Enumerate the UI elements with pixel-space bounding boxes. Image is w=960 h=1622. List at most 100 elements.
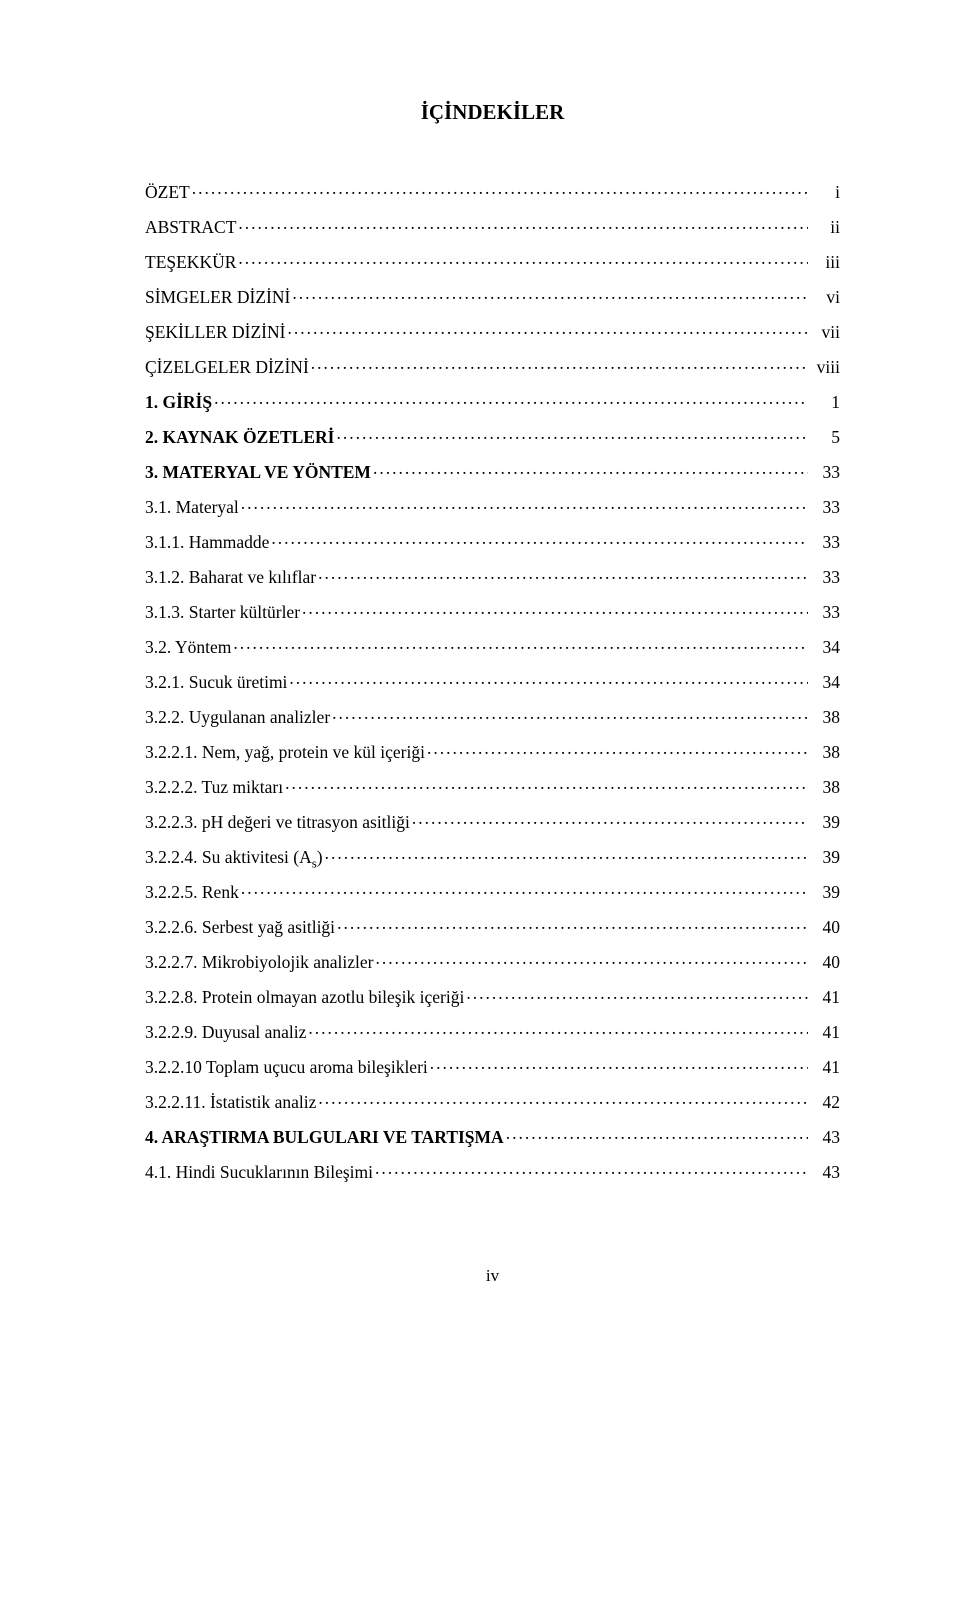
toc-entry-page: 1 [810,394,840,412]
toc-entry-label: 3.2.2.10 Toplam uçucu aroma bileşikleri [145,1059,428,1077]
toc-entry-page: 41 [810,1024,840,1042]
toc-row: 2. KAYNAK ÖZETLERİ5 [145,425,840,446]
toc-row: 3.2.2.1. Nem, yağ, protein ve kül içeriğ… [145,740,840,761]
toc-entry-page: 33 [810,464,840,482]
toc-entry-page: i [810,184,840,202]
toc-row: 3.2.2.7. Mikrobiyolojik analizler 40 [145,950,840,971]
toc-entry-label: 3.2.2.7. Mikrobiyolojik analizler [145,954,373,972]
toc-entry-page: 38 [810,709,840,727]
toc-entry-label: 3.2.2.5. Renk [145,884,239,902]
toc-row: 3.1.2. Baharat ve kılıflar33 [145,565,840,586]
toc-row: ŞEKİLLER DİZİNİvii [145,320,840,341]
toc-row: 3.2.2.2. Tuz miktarı38 [145,775,840,796]
toc-row: 4.1. Hindi Sucuklarının Bileşimi 43 [145,1160,840,1181]
toc-entry-label: ÇİZELGELER DİZİNİ [145,359,309,377]
toc-row: 1. GİRİŞ 1 [145,390,840,411]
toc-entry-page: viii [810,359,840,377]
toc-entry-page: 42 [810,1094,840,1112]
toc-leader-dots [271,530,808,548]
toc-leader-dots [192,180,808,198]
toc-entry-label: 3.1.3. Starter kültürler [145,604,300,622]
toc-row: 4. ARAŞTIRMA BULGULARI VE TARTIŞMA 43 [145,1125,840,1146]
toc-leader-dots [285,775,808,793]
toc-leader-dots [214,390,808,408]
toc-row: ÇİZELGELER DİZİNİ viii [145,355,840,376]
toc-leader-dots [430,1055,808,1073]
toc-leader-dots [332,705,808,723]
toc-row: 3.1.3. Starter kültürler 33 [145,600,840,621]
toc-leader-dots [375,950,808,968]
toc-entry-page: 43 [810,1129,840,1147]
toc-entry-page: 33 [810,604,840,622]
toc-leader-dots [241,880,808,898]
toc-leader-dots [336,425,808,443]
toc-leader-dots [318,1090,808,1108]
toc-entry-label: 4.1. Hindi Sucuklarının Bileşimi [145,1164,373,1182]
toc-entry-label: 3.2.2.3. pH değeri ve titrasyon asitliği [145,814,410,832]
page-title: İÇİNDEKİLER [145,100,840,125]
toc-row: 3.2. Yöntem 34 [145,635,840,656]
toc-entry-label: ÖZET [145,184,190,202]
toc-leader-dots [308,1020,808,1038]
toc-leader-dots [238,215,808,233]
toc-entry-label: SİMGELER DİZİNİ [145,289,290,307]
toc-leader-dots [241,495,808,513]
toc-leader-dots [466,985,808,1003]
toc-row: 3.2.1. Sucuk üretimi 34 [145,670,840,691]
toc-entry-page: vi [810,289,840,307]
toc-entry-page: iii [810,254,840,272]
toc-entry-page: 34 [810,639,840,657]
toc-entry-page: ii [810,219,840,237]
toc-entry-label: 3.2.2.6. Serbest yağ asitliği [145,919,335,937]
toc-row: 3.2.2.11. İstatistik analiz 42 [145,1090,840,1111]
toc-row: 3.2.2.4. Su aktivitesi (As)39 [145,845,840,866]
toc-entry-label: 3.2.2. Uygulanan analizler [145,709,330,727]
toc-leader-dots [427,740,808,758]
toc-entry-label: 4. ARAŞTIRMA BULGULARI VE TARTIŞMA [145,1129,504,1147]
toc-leader-dots [311,355,808,373]
toc-row: 3.2.2. Uygulanan analizler 38 [145,705,840,726]
toc-entry-page: 38 [810,779,840,797]
toc-entry-label: 3.2.1. Sucuk üretimi [145,674,287,692]
toc-entry-page: 40 [810,919,840,937]
toc-entry-label: 3.2. Yöntem [145,639,231,657]
toc-row: 3.1.1. Hammadde33 [145,530,840,551]
toc-entry-page: 33 [810,534,840,552]
toc-leader-dots [318,565,808,583]
toc-entry-page: 40 [810,954,840,972]
toc-entry-page: 41 [810,1059,840,1077]
toc-leader-dots [233,635,808,653]
toc-entry-label: 3.2.2.1. Nem, yağ, protein ve kül içeriğ… [145,744,425,762]
toc-row: 3.1. Materyal 33 [145,495,840,516]
toc-entry-label: 3.2.2.4. Su aktivitesi (As) [145,849,323,867]
toc-row: 3. MATERYAL VE YÖNTEM 33 [145,460,840,481]
toc-row: 3.2.2.10 Toplam uçucu aroma bileşikleri 4… [145,1055,840,1076]
toc-leader-dots [375,1160,808,1178]
toc-entry-label: 2. KAYNAK ÖZETLERİ [145,429,334,447]
toc-leader-dots [238,250,808,268]
toc-entry-page: 34 [810,674,840,692]
toc-leader-dots [289,670,808,688]
toc-entry-page: 41 [810,989,840,1007]
toc-leader-dots [373,460,808,478]
toc-leader-dots [302,600,808,618]
toc-entry-label: 3.2.2.8. Protein olmayan azotlu bileşik … [145,989,464,1007]
toc-entry-label: 3. MATERYAL VE YÖNTEM [145,464,371,482]
toc-entry-label: ŞEKİLLER DİZİNİ [145,324,285,342]
toc-row: TEŞEKKÜR iii [145,250,840,271]
toc-row: 3.2.2.5. Renk39 [145,880,840,901]
toc-row: 3.2.2.3. pH değeri ve titrasyon asitliği… [145,810,840,831]
toc-entry-label: TEŞEKKÜR [145,254,236,272]
toc-entry-label: 3.1. Materyal [145,499,239,517]
toc-row: 3.2.2.9. Duyusal analiz 41 [145,1020,840,1041]
table-of-contents: ÖZET i ABSTRACTii TEŞEKKÜR iii SİMGELER DİZİN… [145,180,840,1181]
toc-row: 3.2.2.6. Serbest yağ asitliği 40 [145,915,840,936]
toc-entry-label: 1. GİRİŞ [145,394,212,412]
toc-row: ABSTRACTii [145,215,840,236]
toc-entry-label: 3.2.2.11. İstatistik analiz [145,1094,316,1112]
toc-entry-page: 33 [810,499,840,517]
toc-leader-dots [325,845,808,863]
footer-page-number: iv [145,1266,840,1286]
toc-entry-page: 43 [810,1164,840,1182]
toc-entry-label: 3.2.2.9. Duyusal analiz [145,1024,306,1042]
